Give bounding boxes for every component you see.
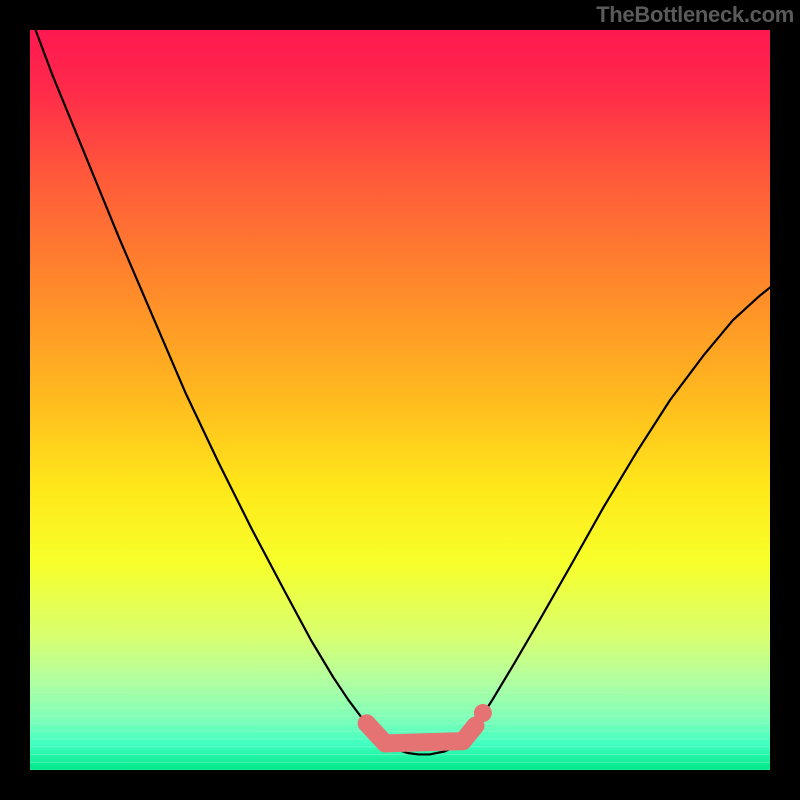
bottleneck-chart <box>30 30 770 770</box>
watermark-text: TheBottleneck.com <box>596 2 794 28</box>
frame-right <box>770 0 800 800</box>
frame-bottom <box>0 770 800 800</box>
frame-left <box>0 0 30 800</box>
gradient-background <box>30 30 770 770</box>
